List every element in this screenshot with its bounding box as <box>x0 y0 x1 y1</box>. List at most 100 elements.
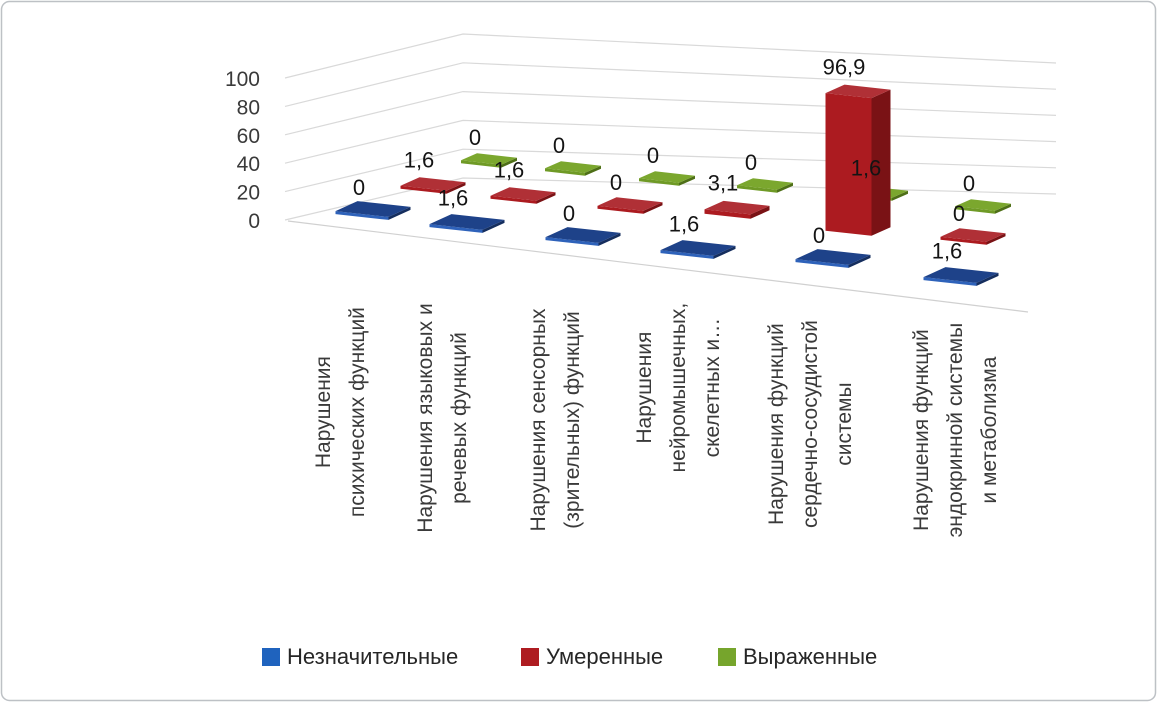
bar-series1-cat2 <box>597 197 663 214</box>
bar-side-face <box>750 205 770 219</box>
bar-series2-cat3 <box>737 178 793 193</box>
bar-top-face <box>545 227 621 243</box>
bar-top-face <box>940 228 1006 242</box>
data-label: 96,9 <box>823 54 866 79</box>
data-label: 1,6 <box>404 148 435 173</box>
bar-series0-cat1 <box>429 214 505 233</box>
bar-front-face <box>704 209 751 219</box>
data-label: 1,6 <box>494 158 525 183</box>
bar-top-face <box>737 178 793 190</box>
data-label: 1,6 <box>438 186 469 211</box>
category-label-line: Нарушения функций <box>910 329 933 531</box>
legend-item: Умеренные <box>521 644 663 669</box>
y-axis-tick-label: 20 <box>237 182 260 205</box>
bar-front-face <box>490 195 537 204</box>
bar-side-face <box>892 190 908 201</box>
category-label-line: Нарушения <box>633 332 656 444</box>
data-label: 0 <box>353 175 365 200</box>
bar-series1-cat3 <box>704 200 770 219</box>
bar-side-face <box>388 206 411 220</box>
category-label-line: нейромышечных, <box>667 303 690 473</box>
y-axis-tick-label: 80 <box>237 96 260 119</box>
category-label-line: сердечно-сосудистой <box>799 320 822 528</box>
data-label: 0 <box>469 125 481 150</box>
category-label-line: психических функций <box>346 307 369 517</box>
bar-top-face <box>704 200 770 215</box>
data-label: 0 <box>610 170 622 195</box>
y-axis-tick-label: 60 <box>237 125 260 148</box>
data-label: 0 <box>813 223 825 248</box>
legend-label: Выраженные <box>743 644 877 669</box>
bar-top-face <box>597 197 663 211</box>
category-label-line: Нарушения языковых и <box>414 303 437 532</box>
bar-side-face <box>536 192 556 204</box>
bar-top-face <box>825 84 891 99</box>
bar-front-face <box>923 277 977 286</box>
y-axis-tick-label: 40 <box>237 153 260 176</box>
data-label: 0 <box>647 143 659 168</box>
legend-swatch <box>521 648 539 666</box>
bar-front-face <box>400 185 447 194</box>
data-label: 0 <box>553 133 565 158</box>
bar-front-face <box>825 93 872 236</box>
bar-top-face <box>955 199 1011 211</box>
bar-series2-cat5 <box>955 199 1011 214</box>
bar-series2-cat0 <box>461 153 517 168</box>
category-label-line: эндокринной системы <box>944 323 967 538</box>
category-label-line: системы <box>833 382 856 465</box>
bar-side-face <box>446 182 466 194</box>
bar-top-face <box>429 214 505 230</box>
category-label-line: Нарушения сенсорных <box>527 308 550 531</box>
data-label: 1,6 <box>851 156 882 181</box>
category-label-line: и метаболизма <box>978 356 1001 503</box>
bar-front-face <box>597 205 644 214</box>
bar-front-face <box>940 236 987 245</box>
bar-front-face <box>545 168 585 176</box>
data-label: 0 <box>745 150 757 175</box>
bar-series0-cat2 <box>545 227 621 246</box>
bar-front-face <box>461 160 501 168</box>
bar-series2-cat1 <box>545 161 601 176</box>
bar-top-face <box>461 153 517 165</box>
bar-top-face <box>660 240 736 256</box>
bar-series1-cat5 <box>940 228 1006 245</box>
bar-front-face <box>955 206 995 214</box>
category-label-line: Нарушения <box>312 356 335 468</box>
bar-side-face <box>995 203 1011 214</box>
bar-series0-cat4 <box>795 249 871 268</box>
bar-series1-cat1 <box>490 187 556 204</box>
floor-front-edge <box>287 220 1029 313</box>
bar-front-face <box>795 259 849 268</box>
bar-side-face <box>871 89 891 236</box>
category-label-line: (зрительных) функций <box>561 311 584 528</box>
bar-series2-cat2 <box>639 171 695 186</box>
bar-side-face <box>585 165 601 176</box>
legend-item: Незначительные <box>262 644 458 669</box>
bar-top-face <box>490 187 556 201</box>
bar-side-face <box>986 233 1006 245</box>
bar-front-face <box>639 178 679 186</box>
gridline-100 <box>284 33 1057 79</box>
bar-top-face <box>335 201 411 217</box>
bar-front-face <box>545 237 599 246</box>
y-axis-tick-label: 0 <box>248 210 260 233</box>
data-label: 0 <box>953 201 965 226</box>
category-label-line: Нарушения функций <box>765 323 788 525</box>
legend-swatch <box>718 648 736 666</box>
gridline-80 <box>284 62 1057 107</box>
y-axis-tick-label: 100 <box>225 68 260 91</box>
bar-series0-cat0 <box>335 201 411 220</box>
bar-front-face <box>737 185 777 193</box>
legend-swatch <box>262 648 280 666</box>
bar-front-face <box>335 211 389 220</box>
data-label: 1,6 <box>932 239 963 264</box>
bar-series1-cat0 <box>400 177 466 194</box>
bar-top-face <box>795 249 871 265</box>
bar-side-face <box>848 254 871 268</box>
bar-series1-cat4 <box>825 84 891 236</box>
bar-front-face <box>429 224 483 233</box>
bar-side-face <box>482 219 505 233</box>
bar-series0-cat5 <box>923 267 999 286</box>
bar-side-face <box>713 245 736 259</box>
